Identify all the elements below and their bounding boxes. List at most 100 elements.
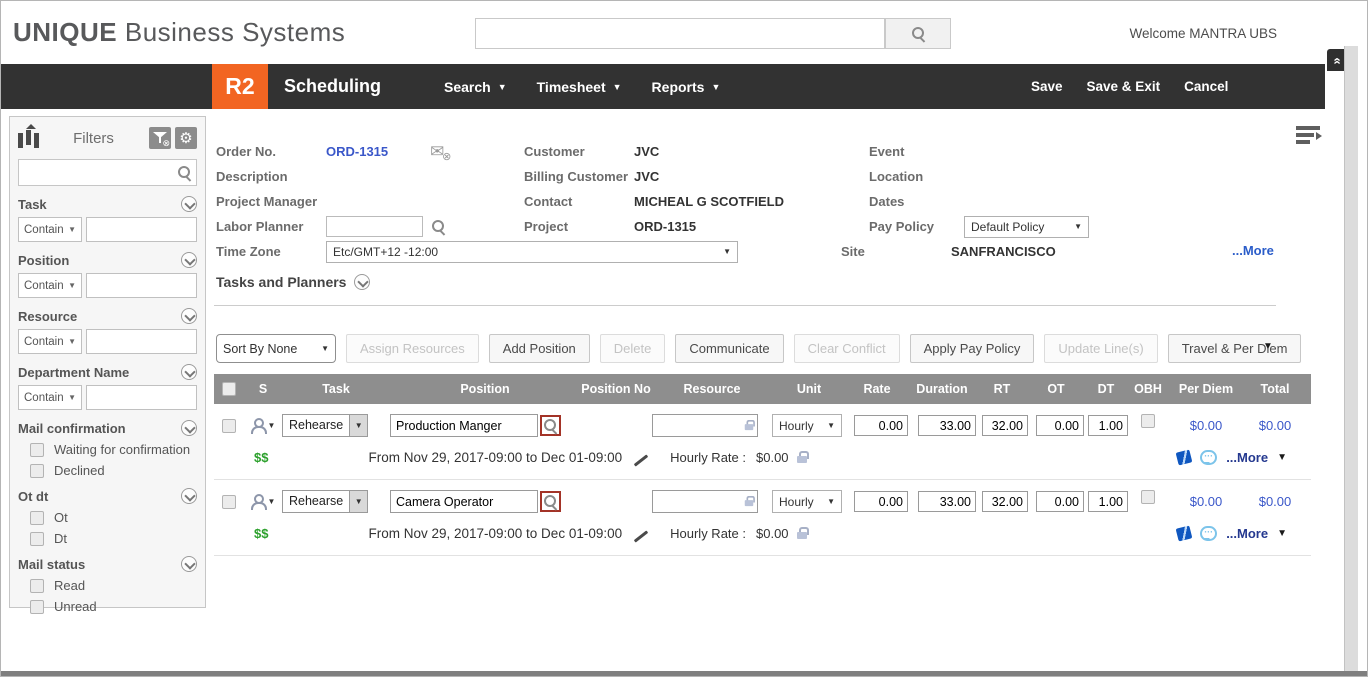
- pay-policy-select[interactable]: Default Policy ▼: [964, 215, 1089, 238]
- resource-input[interactable]: [652, 490, 758, 513]
- task-operator-select[interactable]: Contain ▼: [18, 217, 82, 242]
- add-position-button[interactable]: Add Position: [488, 334, 590, 363]
- assign-resources-button[interactable]: Assign Resources: [346, 334, 479, 363]
- position-search-button[interactable]: [540, 415, 561, 436]
- save-exit-button[interactable]: Save & Exit: [1086, 79, 1161, 94]
- date-range: From Nov 29, 2017-09:00 to Dec 01-09:00: [368, 449, 623, 465]
- task-select[interactable]: Rehearse ▼: [282, 490, 369, 513]
- row-more-link[interactable]: ...More: [1226, 525, 1269, 541]
- comments-icon[interactable]: ···: [1200, 449, 1218, 465]
- order-no-link[interactable]: ORD-1315: [326, 144, 389, 159]
- collapse-section-icon[interactable]: [181, 488, 197, 504]
- row-checkbox[interactable]: [222, 494, 236, 509]
- checkbox-dt[interactable]: [30, 531, 44, 546]
- unit-select[interactable]: Hourly ▼: [772, 414, 842, 437]
- resource-input[interactable]: [652, 414, 758, 437]
- delete-button[interactable]: Delete: [599, 334, 666, 363]
- labor-planner-input[interactable]: [326, 216, 423, 237]
- collapse-section-icon[interactable]: [181, 556, 197, 572]
- per-diem-link[interactable]: $0.00: [1189, 418, 1223, 433]
- notes-icon[interactable]: [1175, 448, 1193, 466]
- collapse-section-icon[interactable]: [181, 308, 197, 324]
- collapse-section-icon[interactable]: [181, 420, 197, 436]
- clear-filters-button[interactable]: [149, 127, 171, 149]
- row-more-caret[interactable]: ▼: [1277, 527, 1287, 539]
- chevron-down-icon[interactable]: ▼: [267, 421, 276, 430]
- edit-dates-icon[interactable]: [632, 526, 648, 540]
- rate-input[interactable]: [854, 491, 908, 512]
- resource-status-icon[interactable]: [250, 494, 267, 510]
- position-input[interactable]: [390, 414, 538, 437]
- checkbox-read[interactable]: [30, 578, 44, 593]
- travel-per-diem-button[interactable]: Travel & Per Diem: [1167, 334, 1302, 363]
- collapse-header-button[interactable]: «: [1327, 49, 1349, 71]
- ot-input[interactable]: [1036, 491, 1084, 512]
- right-panel-strip[interactable]: [1344, 46, 1358, 673]
- mail-disabled-icon[interactable]: ✉ ⊗: [430, 142, 452, 163]
- dt-input[interactable]: [1088, 415, 1128, 436]
- menu-timesheet[interactable]: Timesheet ▼: [536, 78, 622, 95]
- labor-planner-search-icon[interactable]: [431, 219, 446, 234]
- rt-input[interactable]: [982, 491, 1028, 512]
- total-link[interactable]: $0.00: [1258, 418, 1292, 433]
- dt-input[interactable]: [1088, 491, 1128, 512]
- collapse-section-icon[interactable]: [181, 364, 197, 380]
- position-search-button[interactable]: [540, 491, 561, 512]
- toolbar-more-caret[interactable]: ▼: [1263, 341, 1273, 352]
- row-more-link[interactable]: ...More: [1226, 449, 1269, 465]
- row-checkbox[interactable]: [222, 418, 236, 433]
- unlock-rate-icon[interactable]: [796, 451, 809, 463]
- duration-input[interactable]: [918, 415, 976, 436]
- checkbox-unread[interactable]: [30, 599, 44, 614]
- save-button[interactable]: Save: [1031, 79, 1063, 94]
- per-diem-link[interactable]: $0.00: [1189, 494, 1223, 509]
- obh-checkbox[interactable]: [1141, 414, 1155, 428]
- checkbox-declined[interactable]: [30, 463, 44, 478]
- more-details-link[interactable]: ...More: [1232, 243, 1274, 258]
- apply-pay-policy-button[interactable]: Apply Pay Policy: [909, 334, 1035, 363]
- menu-reports[interactable]: Reports ▼: [651, 78, 721, 95]
- resource-operator-select[interactable]: Contain ▼: [18, 329, 82, 354]
- total-link[interactable]: $0.00: [1258, 494, 1292, 509]
- position-operator-select[interactable]: Contain ▼: [18, 273, 82, 298]
- menu-search[interactable]: Search ▼: [444, 78, 507, 95]
- comments-icon[interactable]: ···: [1200, 525, 1218, 541]
- ot-input[interactable]: [1036, 415, 1084, 436]
- global-search-button[interactable]: [885, 18, 951, 49]
- filter-settings-button[interactable]: ⚙: [175, 127, 197, 149]
- position-filter-input[interactable]: [86, 273, 197, 298]
- checkbox-waiting-for-confirmation[interactable]: [30, 442, 44, 457]
- chevron-down-icon: ▼: [711, 81, 721, 92]
- sort-by-select[interactable]: Sort By None ▼: [216, 334, 336, 363]
- edit-dates-icon[interactable]: [632, 450, 648, 464]
- task-select[interactable]: Rehearse ▼: [282, 414, 369, 437]
- collapse-section-icon[interactable]: [181, 196, 197, 212]
- rt-input[interactable]: [982, 415, 1028, 436]
- filter-search-input[interactable]: [18, 159, 197, 186]
- obh-checkbox[interactable]: [1141, 490, 1155, 504]
- resource-filter-input[interactable]: [86, 329, 197, 354]
- unit-select[interactable]: Hourly ▼: [772, 490, 842, 513]
- chevron-down-icon[interactable]: ▼: [267, 497, 276, 506]
- checkbox-ot[interactable]: [30, 510, 44, 525]
- side-panel-toggle[interactable]: [1296, 126, 1324, 151]
- time-zone-select[interactable]: Etc/GMT+12 -12:00 ▼: [326, 240, 738, 263]
- resource-status-icon[interactable]: [250, 418, 267, 434]
- cancel-button[interactable]: Cancel: [1184, 79, 1229, 94]
- position-input[interactable]: [390, 490, 538, 513]
- communicate-button[interactable]: Communicate: [675, 334, 784, 363]
- department-operator-select[interactable]: Contain ▼: [18, 385, 82, 410]
- duration-input[interactable]: [918, 491, 976, 512]
- task-filter-input[interactable]: [86, 217, 197, 242]
- global-search-input[interactable]: [475, 18, 885, 49]
- notes-icon[interactable]: [1175, 524, 1193, 542]
- update-lines-button[interactable]: Update Line(s): [1044, 334, 1158, 363]
- row-more-caret[interactable]: ▼: [1277, 451, 1287, 463]
- collapse-section-icon[interactable]: [181, 252, 197, 268]
- department-filter-input[interactable]: [86, 385, 197, 410]
- unlock-rate-icon[interactable]: [796, 527, 809, 539]
- rate-input[interactable]: [854, 415, 908, 436]
- clear-conflict-button[interactable]: Clear Conflict: [793, 334, 900, 363]
- collapse-section-icon[interactable]: [354, 274, 371, 290]
- select-all-checkbox[interactable]: [222, 382, 236, 396]
